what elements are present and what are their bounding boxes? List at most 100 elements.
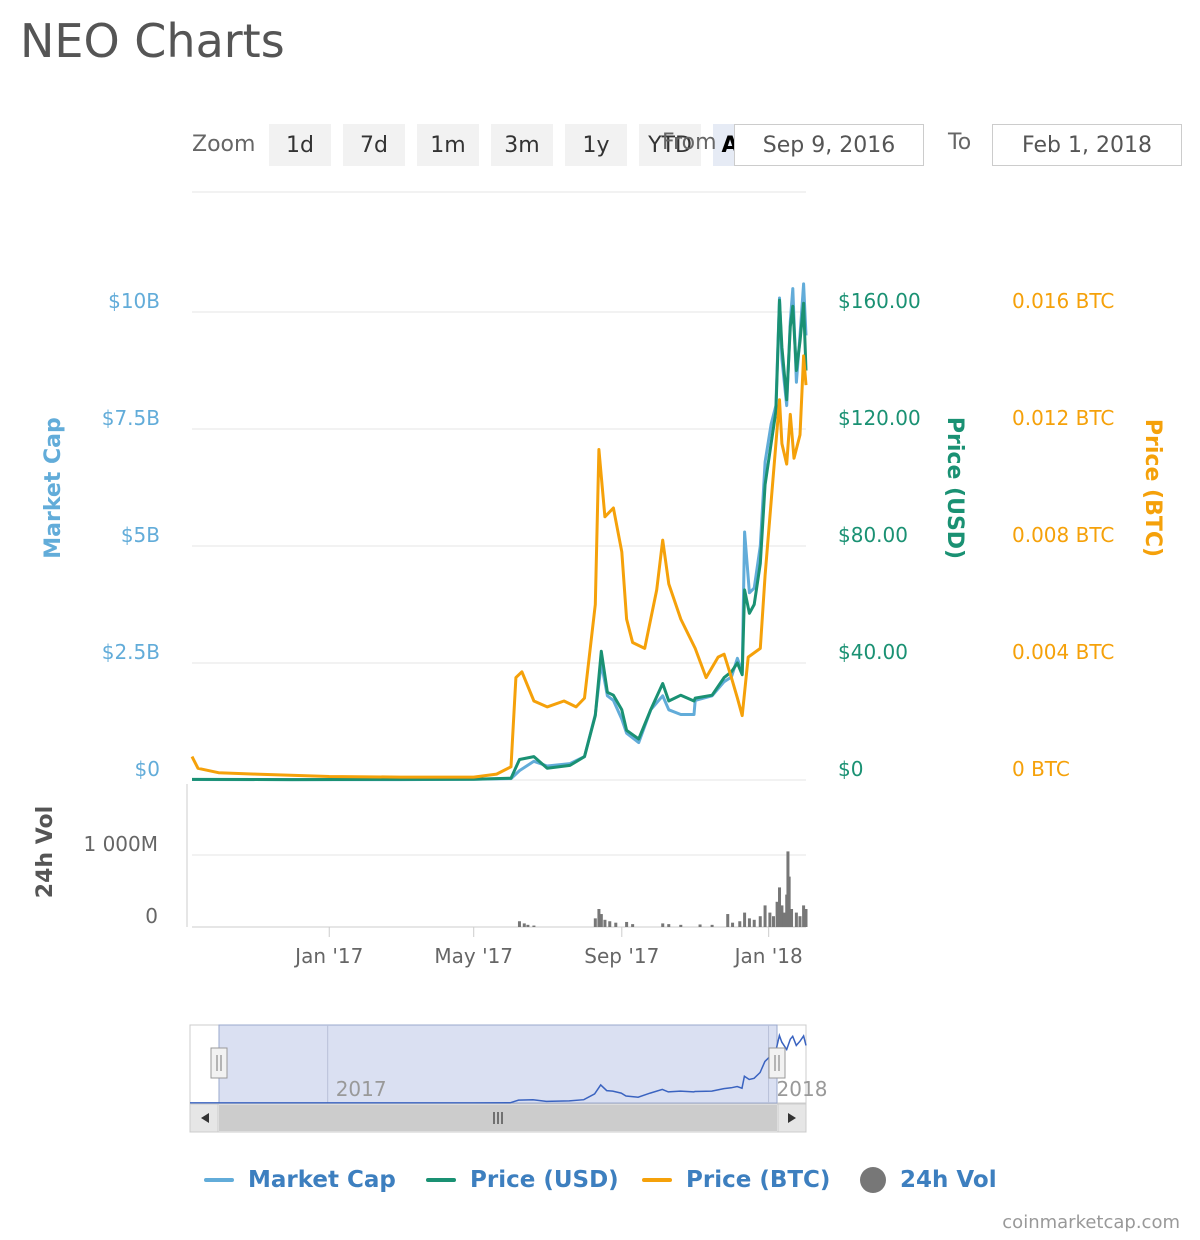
volume-bar [763,905,767,927]
volume-bar [743,912,747,927]
y-tick-label-market_cap: $7.5B [102,406,160,430]
volume-bar [710,924,714,927]
volume-bar [787,876,791,927]
axis-title-volume: 24h Vol [33,806,58,898]
legend-item-24h-vol[interactable]: 24h Vol [860,1162,997,1198]
navigator[interactable]: 2017 2018 [189,1024,828,1133]
legend-label: Price (USD) [470,1167,619,1193]
y-tick-label-price_usd: $0 [838,757,863,781]
navigator-tick-label: 2018 [777,1077,828,1101]
legend-item-price-btc[interactable]: Price (BTC) [642,1162,830,1198]
volume-bar [804,909,808,927]
axis-title-market-cap: Market Cap [41,417,66,558]
legend-price-usd-line-icon [426,1178,456,1182]
volume-bar [517,921,521,927]
legend-item-market-cap[interactable]: Market Cap [204,1162,396,1198]
volume-bar [790,909,794,927]
x-tick-label: Jan '18 [733,944,803,968]
zoom-7d-button[interactable]: 7d [343,124,405,166]
price-series [190,282,808,782]
to-label: To [948,130,972,155]
axis-title-price-btc: Price (BTC) [1140,419,1165,557]
volume-bar [738,921,742,927]
volume-bar [794,912,798,927]
x-tick-label: Jan '17 [293,944,363,968]
volume-bar [603,919,607,927]
volume-tick-label: 0 [145,904,158,928]
volume-bar [758,916,762,927]
scroll-right-arrow-icon [788,1113,796,1123]
y-tick-label-price_btc: 0.012 BTC [1012,406,1114,430]
volume-bar [522,923,526,927]
volume-bar [526,924,530,927]
axes: $0 $2.5B $5B $7.5B $10B $0 $40.00 $80.00 $120.00… [33,289,1165,968]
to-date-input[interactable] [992,124,1182,166]
from-date-input[interactable] [734,124,924,166]
volume-bar [778,887,782,927]
volume-bar [614,922,618,927]
navigator-selected-range [218,1024,778,1104]
zoom-1m-button[interactable]: 1m [417,124,479,166]
y-tick-label-price_usd: $80.00 [838,523,908,547]
volume-bar [802,905,806,927]
legend-market-cap-line-icon [204,1178,234,1182]
volume-bars [517,851,808,927]
volume-bar [679,924,683,927]
legend-label: Price (BTC) [686,1167,831,1193]
volume-bar [726,914,730,927]
y-tick-label-price_usd: $120.00 [838,406,921,430]
x-tick-label: May '17 [434,944,513,968]
volume-bar [661,923,665,927]
y-tick-label-market_cap: $2.5B [102,640,160,664]
y-tick-label-price_btc: 0.016 BTC [1012,289,1114,313]
zoom-1d-button[interactable]: 1d [269,124,331,166]
legend-label: 24h Vol [900,1167,997,1193]
volume-bar [771,916,775,927]
navigator-handle-icon [768,1047,786,1079]
credit-link[interactable]: coinmarketcap.com [1002,1212,1180,1233]
y-tick-label-market_cap: $5B [121,523,160,547]
volume-bar [625,921,629,927]
volume-bar [752,919,756,927]
scroll-left-arrow-icon [201,1113,209,1123]
y-tick-label-price_usd: $160.00 [838,289,921,313]
legend-item-price-usd[interactable]: Price (USD) [426,1162,619,1198]
volume-bar [599,914,603,927]
volume-bar [731,922,735,927]
page-title: NEO Charts [20,14,285,68]
navigator-tick-label: 2017 [336,1077,387,1101]
y-tick-label-price_btc: 0.008 BTC [1012,523,1114,547]
volume-bar [798,916,802,927]
volume-bar [698,924,702,927]
zoom-1y-button[interactable]: 1y [565,124,627,166]
legend-label: Market Cap [248,1167,396,1193]
volume-bar [667,924,671,927]
volume-bar [631,924,635,927]
legend-price-btc-line-icon [642,1178,672,1182]
y-tick-label-market_cap: $10B [108,289,160,313]
navigator-handle-icon [210,1047,228,1079]
volume-bar [775,901,779,927]
series-line-price_usd [191,298,808,782]
y-tick-label-price_btc: 0 BTC [1012,757,1070,781]
y-tick-label-price_usd: $40.00 [838,640,908,664]
zoom-ytd-button[interactable]: YTD [639,124,701,166]
chart: $0 $2.5B $5B $7.5B $10B $0 $40.00 $80.00 $120.00… [33,191,1165,1133]
volume-bar [780,905,784,927]
legend-volume-dot-icon [860,1167,886,1193]
volume-bar [747,918,751,927]
volume-tick-label: 1 000M [83,832,158,856]
zoom-3m-button[interactable]: 3m [491,124,553,166]
volume-bar [782,912,786,927]
x-tick-label: Sep '17 [584,944,659,968]
axis-title-price-usd: Price (USD) [942,417,967,559]
navigator-series-line [190,1032,807,1104]
volume-bar [608,921,612,927]
volume-bar [768,912,772,927]
zoom-label: Zoom [192,132,256,157]
volume-bar [593,918,597,927]
scrollbar-left-button [189,1103,219,1133]
series-line-market_cap [191,282,808,782]
volume-bar [597,909,601,927]
y-tick-label-market_cap: $0 [135,757,160,781]
